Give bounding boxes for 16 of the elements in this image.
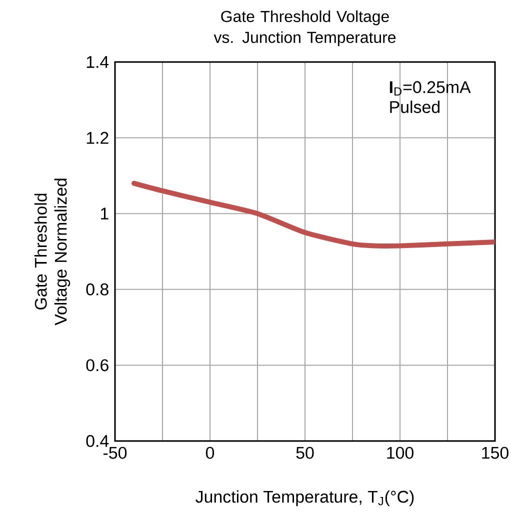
y-tick-label: 0.4	[86, 435, 109, 447]
x-tick-label: -50	[104, 446, 127, 459]
y-tick-label: 1	[101, 208, 108, 220]
x-tick-label: 150	[482, 446, 508, 459]
y-tick-label: 1.4	[86, 56, 109, 68]
annotation: Pulsed	[390, 100, 440, 114]
x-axis-title: Junction Temperature, T$_{J}$(°C)	[196, 490, 414, 506]
y-axis-title: Gate Threshold Voltage Normalized	[34, 178, 70, 326]
chart-title: Gate Threshold Voltage vs. Junction Temperature	[214, 10, 396, 46]
x-tick-label: 50	[296, 446, 314, 459]
x-tick-label: 0	[206, 446, 214, 459]
x-tick-label: 100	[387, 446, 414, 459]
y-tick-label: 0.6	[86, 359, 108, 372]
y-tick-label: 1.2	[86, 132, 108, 144]
y-tick-label: 0.8	[86, 283, 108, 296]
annotation: I$_{D}$=0.25mA	[390, 81, 471, 96]
